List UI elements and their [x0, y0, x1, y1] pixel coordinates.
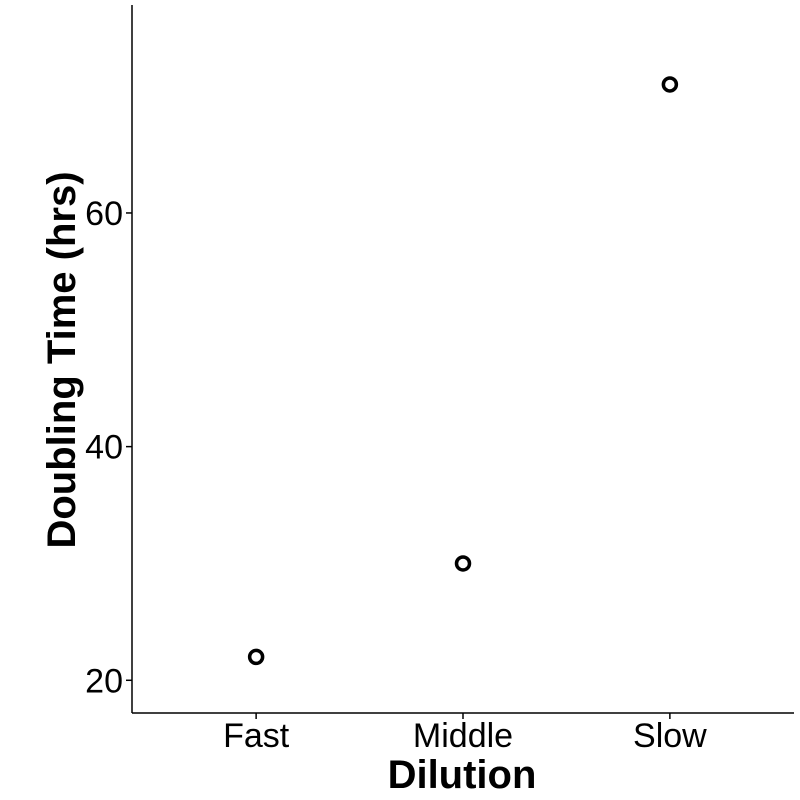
x-tick-label: Slow [633, 717, 707, 755]
data-points [247, 76, 679, 666]
data-point-fast [247, 648, 265, 666]
data-point-middle [454, 555, 472, 572]
axes [131, 5, 794, 714]
y-tick-label: 40 [85, 429, 123, 467]
y-tick-label: 20 [85, 662, 123, 700]
x-tick-label: Middle [413, 717, 513, 755]
x-axis-ticks: Fast Middle Slow [223, 713, 707, 755]
y-tick-label: 60 [85, 195, 123, 233]
y-axis-ticks: 20 40 60 [85, 195, 132, 700]
y-axis-title: Doubling Time (hrs) [40, 171, 84, 548]
x-tick-label: Fast [223, 717, 290, 755]
x-axis-title: Dilution [388, 753, 537, 797]
data-point-slow [661, 76, 679, 93]
